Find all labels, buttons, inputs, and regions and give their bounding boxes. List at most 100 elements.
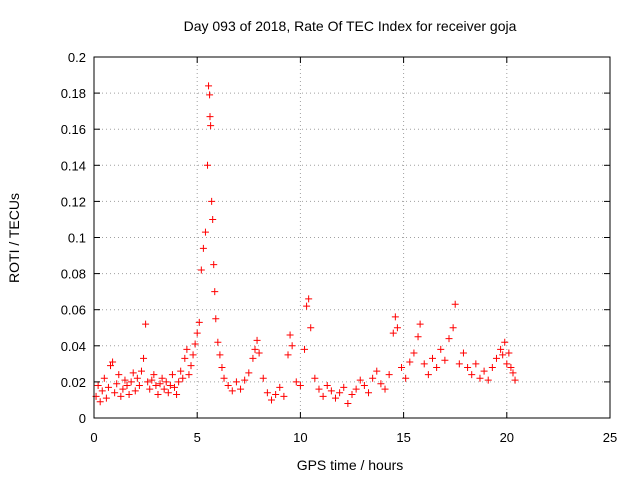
data-point — [166, 382, 174, 390]
data-point — [402, 374, 410, 382]
data-point — [464, 363, 472, 371]
y-tick-label: 0.1 — [68, 231, 86, 246]
data-point — [179, 374, 187, 382]
grid — [94, 57, 610, 418]
data-point — [327, 387, 335, 395]
data-point — [307, 324, 315, 332]
data-point — [109, 358, 117, 366]
data-point — [214, 338, 222, 346]
data-point — [158, 374, 166, 382]
y-tick-label: 0.08 — [61, 267, 86, 282]
data-point — [121, 376, 129, 384]
data-point — [94, 382, 102, 390]
x-tick-label: 25 — [603, 430, 617, 445]
data-point — [305, 295, 313, 303]
data-point — [113, 380, 121, 388]
data-point — [133, 374, 141, 382]
data-point — [148, 376, 156, 384]
data-point — [459, 349, 467, 357]
y-tick-label: 0.02 — [61, 375, 86, 390]
data-point — [284, 351, 292, 359]
data-point — [369, 374, 377, 382]
data-point — [210, 261, 218, 269]
axes: 0 0.02 0.04 0.06 0.08 0.1 0.12 0.14 0.16 0.18 0.2 0… — [61, 50, 618, 445]
data-point — [288, 342, 296, 350]
data-point — [365, 389, 373, 397]
data-point — [212, 315, 220, 323]
x-tick-label: 20 — [500, 430, 514, 445]
data-point — [204, 161, 212, 169]
data-point — [263, 389, 271, 397]
y-tick-label: 0.16 — [61, 122, 86, 137]
data-point — [205, 82, 213, 90]
data-point — [497, 345, 505, 353]
data-point — [441, 356, 449, 364]
chart-title: Day 093 of 2018, Rate Of TEC Index for r… — [184, 18, 517, 34]
data-point — [195, 318, 203, 326]
data-point — [348, 391, 356, 399]
data-point — [98, 387, 106, 395]
data-point — [276, 383, 284, 391]
data-point — [259, 374, 267, 382]
data-point — [216, 351, 224, 359]
data-point — [455, 360, 463, 368]
data-point — [451, 300, 459, 308]
y-tick-label: 0.18 — [61, 86, 86, 101]
data-point — [499, 351, 507, 359]
data-point — [476, 374, 484, 382]
data-point — [344, 400, 352, 408]
data-point — [416, 320, 424, 328]
data-point — [175, 378, 183, 386]
data-point — [224, 382, 232, 390]
data-point — [410, 349, 418, 357]
data-point — [296, 382, 304, 390]
data-point — [146, 385, 154, 393]
data-point — [111, 389, 119, 397]
data-point — [168, 371, 176, 379]
data-point — [119, 385, 127, 393]
data-point — [406, 358, 414, 366]
y-tick-label: 0 — [79, 411, 86, 426]
data-point — [150, 371, 158, 379]
data-point — [272, 391, 280, 399]
data-point — [154, 391, 162, 399]
data-point — [164, 389, 172, 397]
data-point — [220, 374, 228, 382]
data-point — [181, 354, 189, 362]
data-point — [468, 371, 476, 379]
data-point — [199, 244, 207, 252]
data-point — [96, 398, 104, 406]
data-point — [445, 335, 453, 343]
data-point — [107, 362, 115, 370]
data-point — [137, 367, 145, 375]
x-tick-label: 5 — [194, 430, 201, 445]
data-point — [356, 376, 364, 384]
data-point — [156, 380, 164, 388]
data-point — [241, 376, 249, 384]
data-point — [437, 345, 445, 353]
data-point — [102, 394, 110, 402]
data-point — [389, 329, 397, 337]
data-point — [129, 369, 137, 377]
data-point — [393, 324, 401, 332]
data-point — [292, 378, 300, 386]
data-point — [185, 371, 193, 379]
data-point — [218, 363, 226, 371]
data-point — [115, 371, 123, 379]
data-point — [331, 394, 339, 402]
data-point — [207, 122, 215, 130]
data-point — [280, 392, 288, 400]
data-point — [505, 349, 513, 357]
data-point — [480, 367, 488, 375]
data-point — [183, 345, 191, 353]
data-point — [209, 215, 217, 223]
data-point — [173, 391, 181, 399]
data-point — [232, 378, 240, 386]
x-axis-label: GPS time / hours — [297, 457, 404, 473]
data-point — [170, 383, 178, 391]
data-point — [507, 363, 515, 371]
plot-frame — [93, 56, 611, 419]
data-point — [237, 385, 245, 393]
y-tick-label: 0.04 — [61, 339, 86, 354]
data-point — [253, 336, 261, 344]
